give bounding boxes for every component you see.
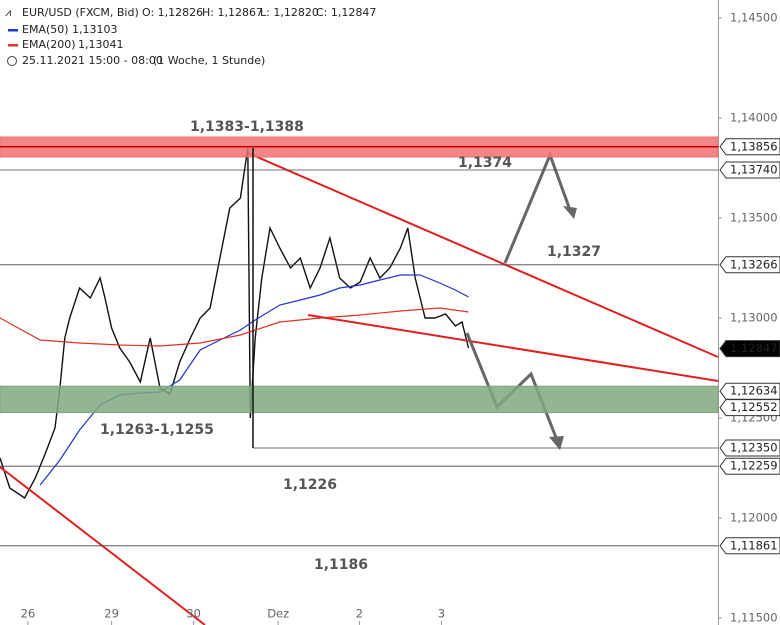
legend-swatch (8, 29, 18, 32)
legend-name: EMA(50) (22, 23, 69, 36)
symbol: EUR/USD (FXCM, Bid) (22, 6, 139, 19)
y-tick-label: 1,12000 (730, 511, 778, 525)
x-tick-label: 2 (356, 607, 363, 621)
x-tick-label: 29 (104, 607, 119, 621)
price-tag (719, 138, 780, 156)
zone-label: 1,1263-1,1255 (100, 422, 214, 438)
y-tick-label: 1,13500 (730, 211, 778, 225)
icon: ⩘ (5, 6, 11, 19)
annotation: 1,1374 (458, 155, 512, 171)
ohlc: O: 1,12826 (142, 6, 203, 19)
legend-value: 1,13041 (78, 38, 124, 51)
price-tag (719, 537, 780, 555)
price-tag-label: 1,13740 (730, 163, 778, 177)
price-tag-label: 1,12634 (730, 384, 778, 398)
x-tick-label: 3 (438, 607, 445, 621)
annotation: 1,1327 (547, 244, 601, 260)
price-tag (719, 457, 780, 475)
arrowhead (549, 436, 564, 450)
interval: (1 Woche, 1 Stunde) (153, 54, 265, 67)
trendline (247, 152, 719, 358)
y-tick-label: 1,11500 (730, 611, 778, 625)
legend-name: EMA(200) (22, 38, 76, 51)
price-tag-label: 1,12259 (730, 459, 778, 473)
zone-label: 1,1383-1,1388 (190, 119, 304, 135)
price-tag-label: 1,11861 (730, 538, 778, 552)
y-tick-label: 1,14500 (730, 11, 778, 25)
price-tag-label: 1,13856 (730, 139, 778, 153)
ohlc: L: 1,12820 (260, 6, 319, 19)
x-tick-label: Dez (267, 607, 289, 621)
period: 25.11.2021 15:00 - 08:00 (22, 54, 163, 67)
arrowhead (563, 206, 577, 219)
price-line (0, 147, 470, 500)
annotation: 1,1226 (283, 477, 337, 493)
price-tag-label: 1,13266 (730, 257, 778, 271)
y-tick-label: 1,14000 (730, 111, 778, 125)
price-tag (719, 340, 780, 358)
price-tag (719, 439, 780, 457)
legend-swatch (8, 44, 18, 47)
x-tick-label: 30 (186, 607, 201, 621)
x-tick-label: 26 (21, 607, 36, 621)
legend-value: 1,13103 (72, 23, 118, 36)
price-tag-label: 1,12847 (730, 341, 778, 355)
price-tag (719, 382, 780, 400)
price-tag-label: 1,12350 (730, 441, 778, 455)
clock-icon (7, 56, 17, 66)
annotation: 1,1186 (314, 557, 368, 573)
trendline (307, 314, 719, 382)
y-tick-label: 1,13000 (730, 311, 778, 325)
price-tag (719, 399, 780, 417)
ohlc: C: 1,12847 (316, 6, 376, 19)
zone (0, 385, 719, 414)
price-tag (719, 256, 780, 274)
header: ⩘ EUR/USD (FXCM, Bid) O: 1,12826 H: 1,12… (5, 6, 376, 67)
ema-line (0, 307, 469, 347)
price-tag (719, 161, 780, 179)
price-tag-label: 1,12552 (730, 400, 778, 414)
ohlc: H: 1,12867 (202, 6, 263, 19)
plot-area (0, 0, 718, 625)
